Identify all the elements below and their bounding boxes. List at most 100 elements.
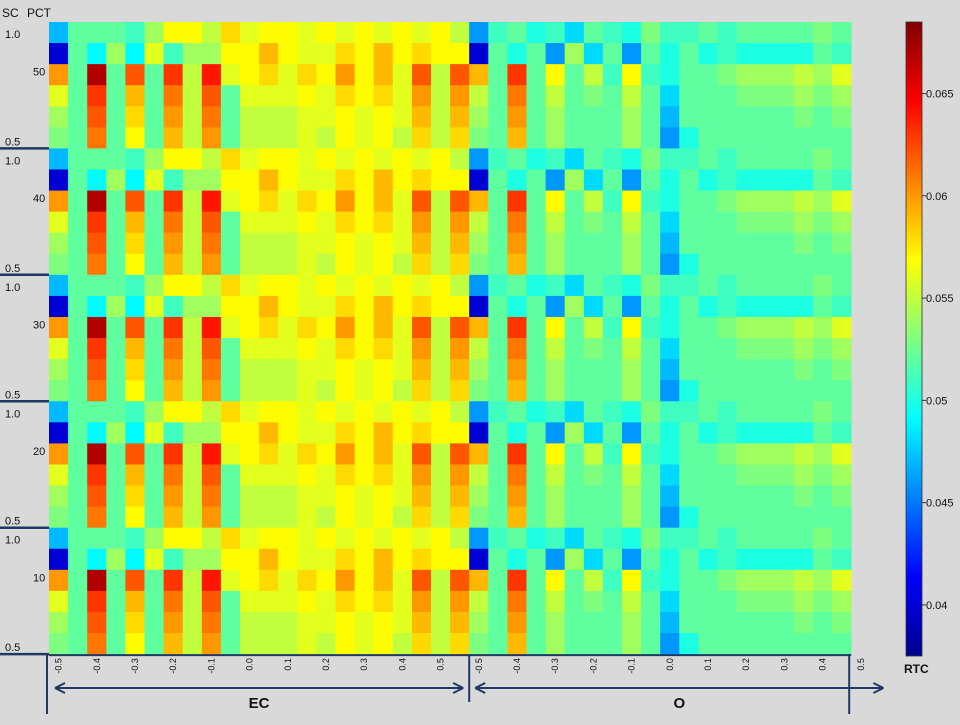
heatmap-cell bbox=[354, 148, 375, 170]
heatmap-cell bbox=[717, 485, 737, 508]
heatmap-cell bbox=[813, 485, 833, 508]
heatmap-cell bbox=[583, 22, 604, 44]
heatmap-cell bbox=[182, 43, 203, 65]
heatmap-cell bbox=[49, 295, 69, 318]
heatmap-cell bbox=[259, 190, 279, 213]
heatmap-cell bbox=[182, 64, 203, 86]
heatmap-cell bbox=[507, 85, 527, 107]
heatmap-cell bbox=[660, 295, 680, 318]
heatmap-cell bbox=[125, 548, 145, 571]
heatmap-cell bbox=[793, 295, 814, 318]
heatmap-cell bbox=[411, 443, 432, 465]
heatmap-cell bbox=[354, 527, 375, 550]
heatmap-cell bbox=[125, 485, 145, 508]
heatmap-cell bbox=[583, 464, 604, 486]
heatmap-cell bbox=[87, 85, 107, 107]
heatmap-cell bbox=[507, 633, 527, 655]
heatmap-cell bbox=[564, 169, 585, 191]
heatmap-cell bbox=[755, 569, 776, 592]
heatmap-cell bbox=[660, 148, 680, 170]
heatmap-cell bbox=[373, 506, 394, 529]
heatmap-cell bbox=[488, 22, 508, 44]
heatmap-cell bbox=[240, 106, 260, 128]
heatmap-cell bbox=[106, 611, 126, 634]
heatmap-cell bbox=[717, 611, 737, 634]
heatmap-cell bbox=[679, 211, 699, 234]
heatmap-cell bbox=[49, 569, 69, 592]
heatmap-cell bbox=[469, 169, 489, 191]
heatmap-cell bbox=[755, 443, 776, 465]
heatmap-cell bbox=[488, 485, 508, 508]
heatmap-cell bbox=[49, 316, 69, 339]
heatmap-cell bbox=[297, 43, 317, 65]
heatmap-cell bbox=[736, 43, 757, 65]
heatmap-cell bbox=[431, 422, 451, 444]
heatmap-cell bbox=[526, 106, 546, 128]
heatmap-cell bbox=[526, 548, 546, 571]
heatmap-cell bbox=[602, 506, 623, 529]
heatmap-cell bbox=[411, 338, 432, 360]
heatmap-cell bbox=[602, 274, 623, 297]
heatmap-cell bbox=[755, 401, 776, 423]
heatmap-cell bbox=[488, 169, 508, 191]
heatmap-cell bbox=[297, 380, 317, 402]
heatmap-cell bbox=[144, 506, 164, 529]
heatmap-cell bbox=[813, 611, 833, 634]
heatmap-cell bbox=[125, 85, 145, 107]
heatmap-cell bbox=[182, 127, 203, 149]
heatmap-cell bbox=[144, 127, 164, 149]
heatmap-cell bbox=[641, 422, 661, 444]
heatmap-cell bbox=[144, 569, 164, 592]
heatmap-cell bbox=[163, 169, 184, 191]
heatmap-cell bbox=[392, 232, 413, 255]
heatmap-cell bbox=[68, 64, 88, 86]
heatmap-cell bbox=[660, 464, 680, 486]
heatmap-cell bbox=[354, 64, 375, 86]
heatmap-cell bbox=[278, 127, 298, 149]
heatmap-cell bbox=[431, 548, 451, 571]
heatmap-cell bbox=[278, 211, 298, 234]
heatmap-cell bbox=[144, 611, 164, 634]
heatmap-cell bbox=[622, 316, 642, 339]
heatmap-cell bbox=[545, 611, 566, 634]
x-tick-label: -0.4 bbox=[92, 658, 102, 674]
heatmap-cell bbox=[660, 569, 680, 592]
heatmap-cell bbox=[49, 611, 69, 634]
heatmap-cell bbox=[622, 569, 642, 592]
heatmap-cell bbox=[182, 527, 203, 550]
heatmap-cell bbox=[240, 380, 260, 402]
heatmap-cell bbox=[68, 43, 88, 65]
heatmap-cell bbox=[431, 232, 451, 255]
heatmap-cell bbox=[411, 253, 432, 276]
heatmap-cell bbox=[106, 43, 126, 65]
heatmap-cell bbox=[106, 295, 126, 318]
heatmap-cell bbox=[87, 22, 107, 44]
heatmap-cell bbox=[755, 190, 776, 213]
heatmap-cell bbox=[469, 43, 489, 65]
heatmap-cell bbox=[259, 611, 279, 634]
heatmap-cell bbox=[583, 232, 604, 255]
heatmap-cell bbox=[641, 380, 661, 402]
heatmap-cell bbox=[641, 169, 661, 191]
heatmap-cell bbox=[125, 316, 145, 339]
heatmap-cell bbox=[335, 590, 355, 613]
heatmap-cell bbox=[660, 380, 680, 402]
heatmap-cell bbox=[220, 611, 241, 634]
heatmap-cell bbox=[240, 506, 260, 529]
heatmap-cell bbox=[431, 274, 451, 297]
heatmap-cell bbox=[813, 506, 833, 529]
heatmap-cell bbox=[832, 85, 852, 107]
heatmap-cell bbox=[278, 590, 298, 613]
heatmap-cell bbox=[392, 295, 413, 318]
heatmap-cell bbox=[278, 169, 298, 191]
heatmap-cell bbox=[297, 22, 317, 44]
heatmap-cell bbox=[201, 274, 222, 297]
heatmap-cell bbox=[564, 443, 585, 465]
heatmap-cell bbox=[813, 316, 833, 339]
heatmap-cell bbox=[392, 569, 413, 592]
heatmap-cell bbox=[717, 295, 737, 318]
x-tick-label: 0.4 bbox=[397, 658, 407, 671]
heatmap-cell bbox=[793, 443, 814, 465]
heatmap-cell bbox=[106, 274, 126, 297]
heatmap-cell bbox=[679, 506, 699, 529]
